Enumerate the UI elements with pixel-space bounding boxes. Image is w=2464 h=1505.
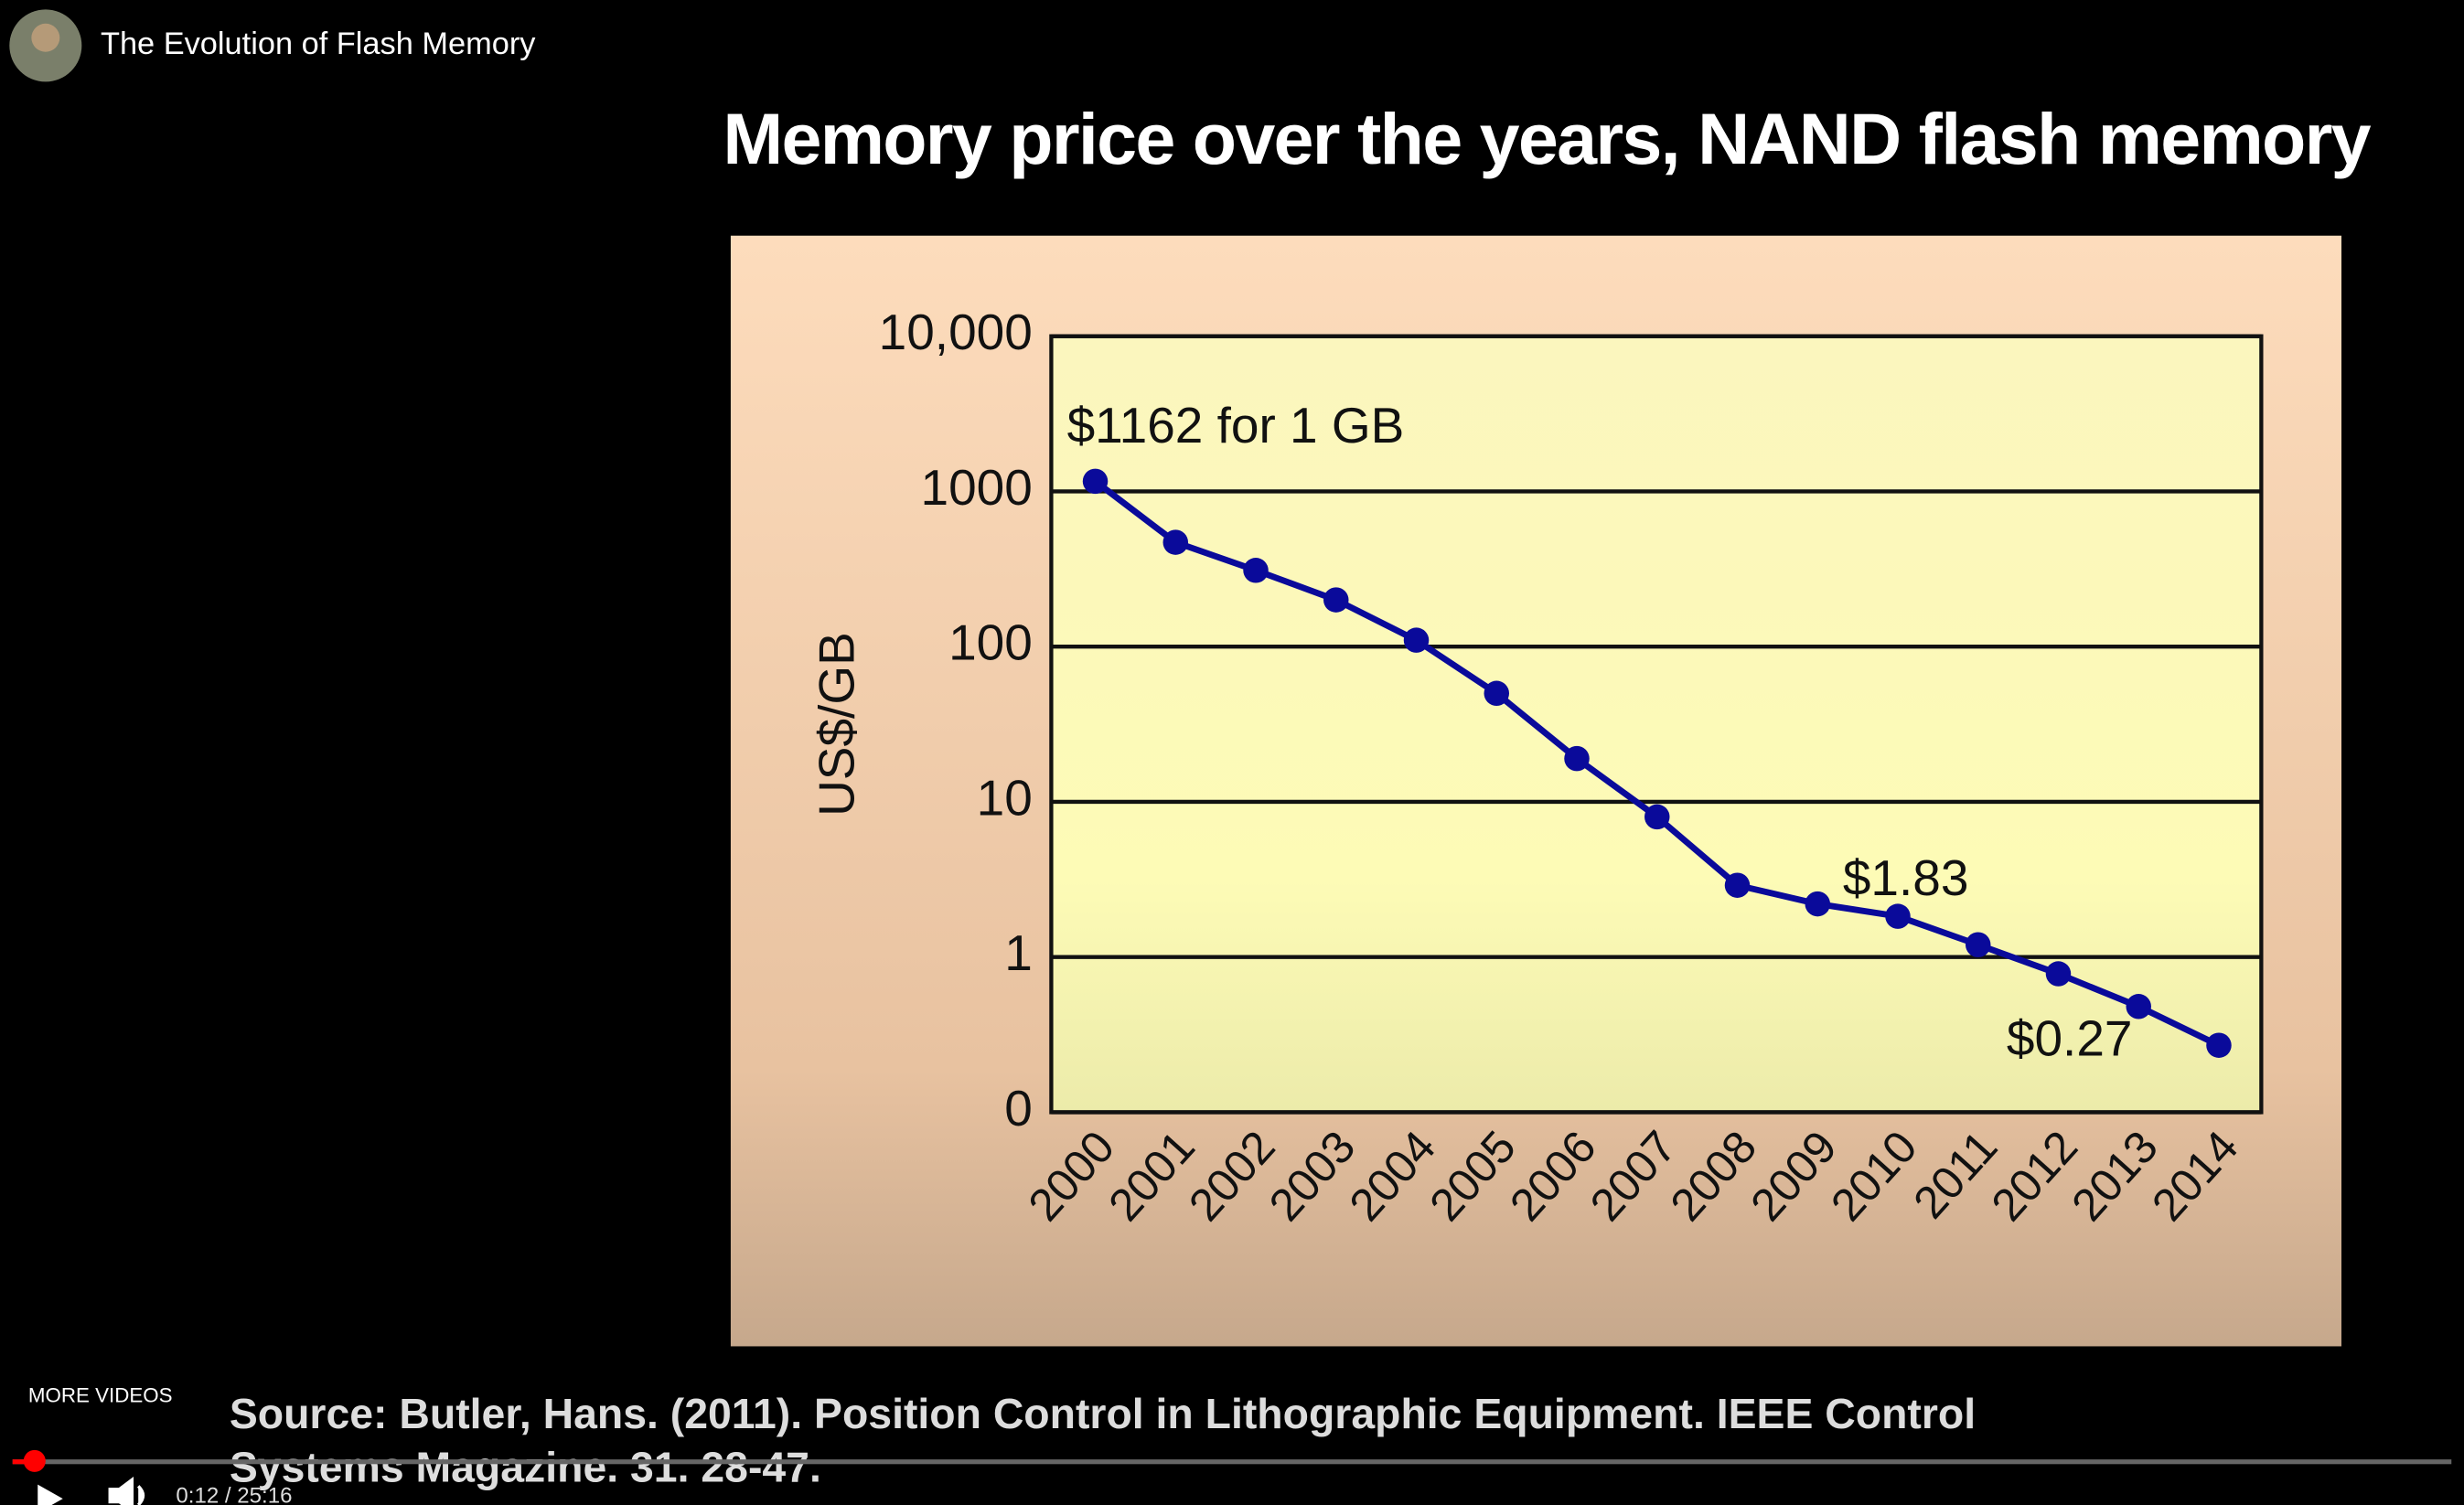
y-tick-label: 0 [1004, 1080, 1033, 1137]
data-point [1885, 903, 1911, 929]
data-point [2206, 1032, 2232, 1058]
y-tick-label: 1000 [921, 459, 1033, 516]
source-line: Systems Magazine. 31. 28-47. [230, 1443, 821, 1490]
value-label: $1.83 [1843, 849, 1969, 906]
time-display: 0:12 / 25:16 [176, 1484, 292, 1505]
video-title[interactable]: The Evolution of Flash Memory [101, 27, 536, 61]
data-point [1724, 872, 1751, 898]
data-point [1644, 804, 1670, 830]
y-tick-label: 10,000 [879, 304, 1033, 360]
avatar-detail [31, 23, 60, 52]
data-point [2045, 961, 2072, 987]
play-button[interactable] [37, 1484, 63, 1505]
value-label: $1162 for 1 GB [1067, 397, 1405, 454]
source-line: Source: Butler, Hans. (2011). Position C… [230, 1390, 1976, 1437]
value-label: $0.27 [2007, 1009, 2133, 1066]
y-tick-label: 100 [948, 614, 1033, 671]
plot-border [1049, 334, 2264, 1115]
data-point [1323, 587, 1349, 613]
volume-button[interactable] [108, 1477, 145, 1505]
progress-played [12, 1459, 35, 1465]
data-point [1484, 680, 1510, 707]
progress-track[interactable] [12, 1459, 2452, 1465]
slide-title: Memory price over the years, NAND flash … [723, 98, 2371, 179]
y-tick-label: 10 [977, 769, 1033, 826]
data-point [1243, 558, 1269, 583]
data-point [1162, 529, 1189, 555]
data-point [1965, 932, 1991, 958]
y-axis-label: US$/GB [809, 632, 865, 817]
data-point [1082, 468, 1109, 495]
data-point [1403, 627, 1430, 653]
progress-handle[interactable] [23, 1449, 46, 1472]
data-point [1564, 745, 1590, 772]
y-tick-label: 1 [1004, 924, 1033, 981]
more-videos[interactable]: MORE VIDEOS [28, 1383, 173, 1406]
data-point [2126, 994, 2151, 1019]
data-point [1805, 891, 1830, 917]
